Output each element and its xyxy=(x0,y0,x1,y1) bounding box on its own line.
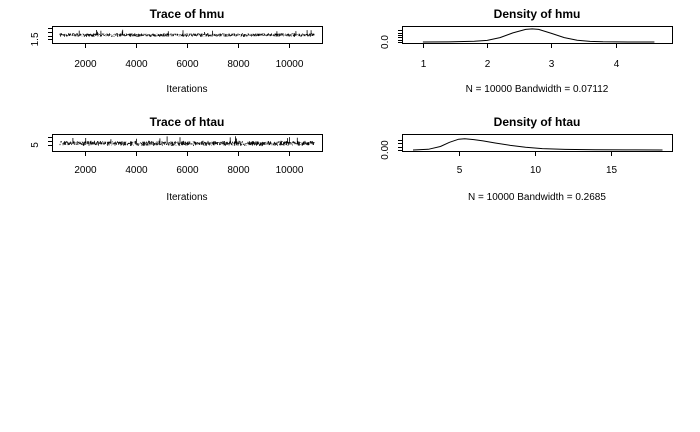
y-tick-label: 0.00 xyxy=(380,140,391,160)
x-axis-label: Iterations xyxy=(166,84,207,95)
x-tick-label: 8000 xyxy=(227,165,250,176)
x-axis-label: N = 10000 Bandwidth = 0.2685 xyxy=(468,192,606,203)
trace-line xyxy=(59,29,315,37)
x-axis-label: N = 10000 Bandwidth = 0.07112 xyxy=(466,84,609,95)
panel-title: Trace of hmu xyxy=(150,7,225,21)
x-tick-label: 10000 xyxy=(276,165,304,176)
x-tick-label: 15 xyxy=(606,165,618,176)
x-tick-label: 6000 xyxy=(176,59,199,70)
panel-density_hmu: Density of hmu 1 2 3 4 0.0 N = 10000 Bandwidth… xyxy=(380,7,673,95)
panel-trace_htau: Trace of htau 2000 4000 6000 8000 10000 5 Itera… xyxy=(30,115,323,203)
x-tick-label: 10000 xyxy=(276,59,304,70)
x-tick-label: 1 xyxy=(421,59,427,70)
plot-frame xyxy=(402,134,673,152)
y-tick-label: 1.5 xyxy=(30,32,41,46)
x-tick-label: 4 xyxy=(614,59,620,70)
x-tick-label: 2000 xyxy=(74,59,97,70)
x-tick-label: 4000 xyxy=(125,59,148,70)
x-tick-label: 6000 xyxy=(176,165,199,176)
x-tick-label: 5 xyxy=(457,165,463,176)
density-line xyxy=(422,28,655,43)
density-line xyxy=(412,138,663,151)
panel-trace_hmu: Trace of hmu 2000 4000 6000 8000 10000 1.5 Iter… xyxy=(30,7,323,95)
panel-title: Density of hmu xyxy=(494,7,581,21)
x-tick-label: 2000 xyxy=(74,165,97,176)
y-tick-label: 5 xyxy=(30,142,41,148)
x-tick-label: 4000 xyxy=(125,165,148,176)
panel-title: Trace of htau xyxy=(150,115,225,129)
y-tick-label: 0.0 xyxy=(380,35,391,49)
x-axis-label: Iterations xyxy=(166,192,207,203)
panel-density_htau: Density of htau 5 10 15 0.00 N = 10000 Bandwi… xyxy=(380,115,673,203)
x-tick-label: 8000 xyxy=(227,59,250,70)
x-tick-label: 10 xyxy=(530,165,542,176)
x-tick-label: 3 xyxy=(549,59,555,70)
trace-line xyxy=(59,136,315,147)
x-tick-label: 2 xyxy=(485,59,491,70)
panel-title: Density of htau xyxy=(494,115,581,129)
